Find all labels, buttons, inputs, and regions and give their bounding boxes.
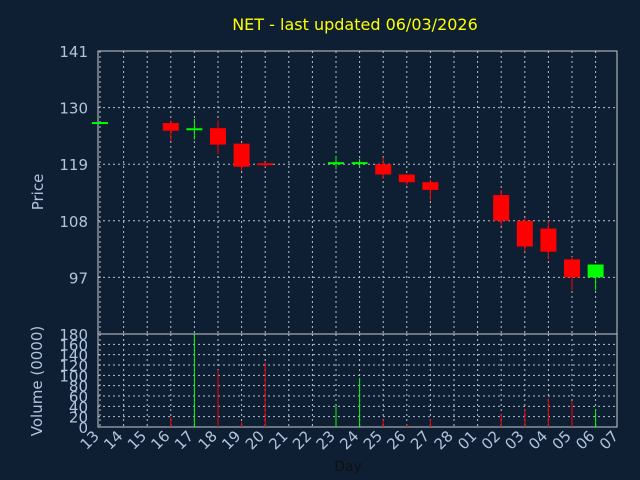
price-tick-label: 119 [59, 156, 88, 174]
volume-plot-area [97, 333, 618, 428]
volume-tick-label: 160 [59, 336, 88, 354]
candle-body [516, 220, 533, 247]
x-tick-label: 27 [407, 427, 433, 453]
price-tick-label: 108 [59, 213, 88, 231]
candle-body [564, 259, 580, 278]
x-tick-label: 07 [596, 427, 622, 453]
x-tick-label: 25 [360, 427, 386, 453]
candle [493, 189, 510, 226]
candle-body [422, 182, 439, 190]
price-axis-label: Price [29, 174, 47, 211]
volume-bars [170, 334, 597, 427]
volume-tick-label: 0 [78, 419, 88, 437]
candle-body [587, 264, 604, 278]
candle [257, 161, 274, 167]
x-tick-label: 22 [289, 427, 315, 453]
volume-tick-label: 20 [69, 409, 88, 427]
candle-body [540, 228, 557, 252]
volume-tick-label: 80 [69, 378, 88, 396]
x-tick-label: 24 [336, 427, 362, 453]
candle-body [375, 164, 392, 175]
candle-body [162, 123, 179, 131]
volume-tick-label: 60 [69, 388, 88, 406]
x-tick-label: 03 [501, 427, 527, 453]
candle [516, 218, 533, 252]
x-tick-label: 21 [265, 427, 291, 453]
candle [351, 159, 368, 168]
candle [398, 174, 415, 185]
price-tick-labels: 97 108 119 130 141 [59, 43, 88, 287]
x-tick-label: 01 [454, 427, 480, 453]
chart-title: NET - last updated 06/03/2026 [232, 15, 478, 34]
candle [210, 120, 226, 154]
candle [422, 179, 439, 201]
volume-tick-label: 120 [59, 357, 88, 375]
price-tick-label: 141 [59, 43, 88, 61]
price-tick-label: 97 [69, 269, 88, 287]
x-tick-label: 28 [431, 427, 457, 453]
candle [328, 156, 344, 170]
candle [564, 256, 580, 291]
price-plot-area [97, 50, 618, 335]
x-axis-label: Day [334, 459, 362, 475]
x-tick-label: 26 [383, 427, 409, 453]
x-tick-label: 06 [572, 427, 598, 453]
candle-body [233, 143, 250, 167]
candle [587, 264, 604, 291]
x-tick-label: 05 [549, 427, 575, 453]
candle-body [398, 174, 415, 183]
candle [162, 120, 179, 142]
x-tick-label: 04 [525, 427, 551, 453]
x-tick-label: 15 [124, 427, 150, 453]
volume-tick-label: 140 [59, 347, 88, 365]
candle [186, 118, 203, 140]
x-tick-label: 19 [218, 427, 244, 453]
x-tick-label: 20 [242, 427, 268, 453]
volume-grid [98, 334, 617, 427]
x-tick-label: 18 [195, 427, 221, 453]
price-tick-label: 130 [59, 100, 88, 118]
x-tick-label: 16 [147, 427, 173, 453]
volume-tick-label: 100 [59, 367, 88, 385]
x-tick-label: 17 [171, 427, 197, 453]
volume-tick-label: 40 [69, 398, 88, 416]
candle-body [210, 128, 226, 145]
volume-tick-label: 180 [59, 326, 88, 344]
candle [375, 157, 392, 179]
candle-body [493, 195, 510, 221]
candle [540, 220, 557, 260]
price-panel: 97 108 119 130 141 Price [29, 43, 618, 335]
x-tick-label: 14 [100, 427, 126, 453]
x-tick-label: 02 [478, 427, 504, 453]
candle [233, 143, 250, 171]
volume-axis-label: Volume (0000) [28, 326, 46, 436]
x-tick-label: 23 [313, 427, 339, 453]
candles [92, 118, 604, 291]
x-tick-labels: 1314151617181920212223242526272801020304… [77, 427, 622, 453]
